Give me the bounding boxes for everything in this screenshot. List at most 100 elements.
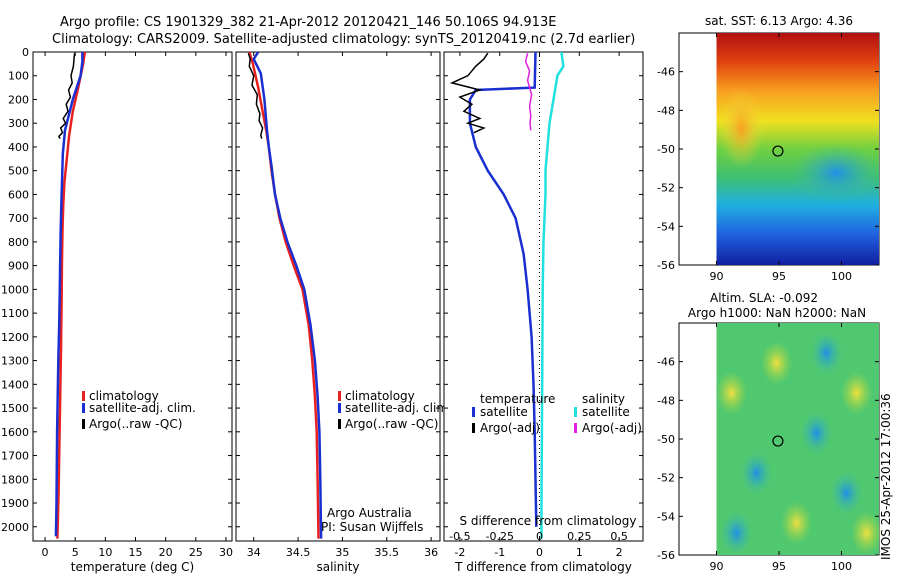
top-x-tick-label: -0.5 (449, 530, 470, 543)
top-x-tick-label: 0 (536, 530, 543, 543)
x-tick-label: 34 (247, 546, 261, 559)
lon-tick-label: 90 (710, 270, 724, 283)
sla-anomaly-blob (810, 331, 843, 375)
lat-tick-label: -46 (657, 66, 675, 79)
difference-series-2 (540, 51, 565, 539)
sla-map-title: Altim. SLA: -0.092 (710, 291, 818, 305)
legend-swatch (472, 423, 475, 433)
salinity-panel: 34 34.5 35 35.5 36 salinity climatologysatelli… (235, 51, 452, 574)
legend-entry: climatology (345, 389, 415, 403)
x-tick-label: -2 (454, 546, 465, 559)
y-tick-label: 1400 (1, 378, 29, 391)
legend-entry: satellite-adj. clim. (89, 401, 196, 415)
x-tick-label: 36 (424, 546, 438, 559)
x-tick-label: 0 (536, 546, 543, 559)
y-tick-label: 300 (8, 117, 29, 130)
lat-tick-label: -46 (657, 356, 675, 369)
x-tick-label: 0 (42, 546, 49, 559)
legend-swatch (82, 403, 85, 413)
y-tick-label: 600 (8, 188, 29, 201)
sla-anomaly-blob (850, 511, 883, 555)
sla-anomaly-blob (720, 511, 753, 555)
legend-title-temperature: temperature (480, 392, 555, 406)
legend-entry: Argo(-adj) (480, 421, 540, 435)
salinity-series-2 (247, 52, 264, 139)
sla-map-panel: -46 -48 -50 -52 -54 -56 90 95 100 Altim. SLA: -0.… (657, 291, 883, 573)
salinity-axes-box (235, 51, 441, 542)
legend-swatch (472, 407, 475, 417)
lat-tick-label: -48 (657, 394, 675, 407)
temperature-panel: 0100200300400500600700800900100011001200… (1, 46, 233, 574)
top-x-tick-label: -0.25 (485, 530, 513, 543)
figure-title-line2: Climatology: CARS2009. Satellite-adjuste… (52, 32, 635, 47)
argo-float-marker (772, 145, 784, 157)
legend-swatch (82, 391, 85, 401)
legend-entry: satellite (480, 405, 528, 419)
x-tick-label: 2 (616, 546, 623, 559)
lat-tick-label: -54 (657, 220, 675, 233)
legend-swatch (574, 423, 577, 433)
y-tick-label: 800 (8, 236, 29, 249)
y-tick-label: 700 (8, 212, 29, 225)
y-tick-label: 1700 (1, 450, 29, 463)
top-x-tick-label: 0.5 (610, 530, 628, 543)
argo-float-marker (772, 435, 784, 447)
legend-entry: climatology (89, 389, 159, 403)
legend-swatch (338, 419, 341, 429)
sla-anomaly-blob (800, 411, 833, 455)
y-tick-label: 1000 (1, 283, 29, 296)
y-tick-label: 2000 (1, 521, 29, 534)
lat-tick-label: -48 (657, 104, 675, 117)
lon-tick-label: 90 (710, 560, 724, 573)
sst-map-panel: -46 -48 -50 -52 -54 -56 90 95 100 sat. SST: 6.13 … (657, 14, 882, 283)
y-tick-label: 900 (8, 260, 29, 273)
x-tick-label: 1 (576, 546, 583, 559)
temperature-series-2 (57, 53, 76, 139)
y-tick-label: 1500 (1, 402, 29, 415)
legend-entry: satellite-adj. clim. (345, 401, 452, 415)
lon-tick-label: 100 (831, 560, 852, 573)
x-tick-label: 5 (72, 546, 79, 559)
temperature-axes-box (32, 51, 233, 542)
sla-anomaly-blob (780, 501, 813, 545)
legend-entry: Argo(..raw -QC) (89, 417, 182, 431)
lat-tick-label: -52 (657, 472, 675, 485)
salinity-series-1 (252, 51, 323, 539)
lat-tick-label: -56 (657, 259, 675, 272)
legend-swatch (574, 407, 577, 417)
top-xlabel: S difference from climatology (460, 514, 637, 528)
difference-xlabel: T difference from climatology (454, 560, 632, 574)
salinity-xlabel: salinity (316, 560, 359, 574)
legend-swatch (82, 419, 85, 429)
x-tick-label: 20 (159, 546, 173, 559)
sst-map-title: sat. SST: 6.13 Argo: 4.36 (705, 14, 853, 28)
lat-tick-label: -50 (657, 143, 675, 156)
y-tick-label: 1900 (1, 497, 29, 510)
lon-tick-label: 95 (772, 560, 786, 573)
sst-cold-patch (791, 143, 882, 203)
lat-tick-label: -50 (657, 433, 675, 446)
y-tick-label: 1600 (1, 426, 29, 439)
credit-line-1: Argo Australia (327, 506, 412, 520)
y-tick-label: 1200 (1, 331, 29, 344)
top-x-tick-label: 0.25 (567, 530, 592, 543)
y-tick-label: 100 (8, 70, 29, 83)
difference-series-0 (468, 51, 538, 527)
legend-title-salinity: salinity (582, 392, 625, 406)
lat-tick-label: -54 (657, 510, 675, 523)
lat-tick-label: -56 (657, 549, 675, 562)
temperature-series-1 (54, 52, 84, 537)
y-tick-label: 500 (8, 165, 29, 178)
y-tick-label: 200 (8, 93, 29, 106)
sla-anomaly-blob (740, 451, 773, 495)
sla-map-subtitle: Argo h1000: NaN h2000: NaN (688, 306, 866, 320)
x-tick-label: 34.5 (286, 546, 311, 559)
x-tick-label: 10 (98, 546, 112, 559)
lat-tick-label: -52 (657, 182, 675, 195)
y-tick-label: 1100 (1, 307, 29, 320)
legend-entry: satellite (582, 405, 630, 419)
legend-swatch (338, 391, 341, 401)
difference-series-1 (449, 52, 489, 134)
y-tick-label: 0 (22, 46, 29, 59)
